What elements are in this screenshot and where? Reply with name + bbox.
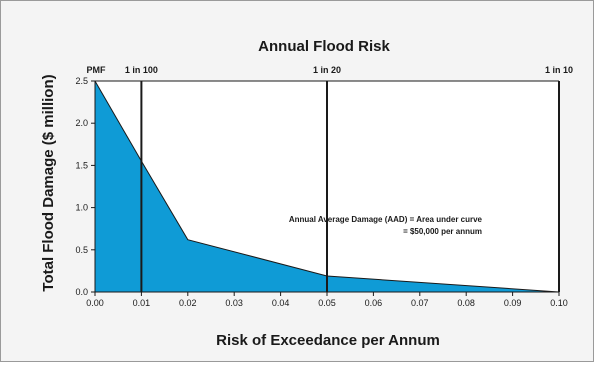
aad-annotation-line-1: Annual Average Damage (AAD) = Area under… [289,215,483,224]
reference-line-label: 1 in 100 [125,65,158,75]
x-tick-label: 0.09 [504,298,522,308]
x-tick-label: 0.08 [457,298,475,308]
y-tick-label: 2.0 [75,118,88,128]
chart-title: Annual Flood Risk [258,38,390,55]
x-tick-label: 0.03 [225,298,243,308]
y-axis-title: Total Flood Damage ($ million) [40,74,57,291]
x-tick-label: 0.04 [272,298,290,308]
flood-risk-chart: Annual Flood Risk Total Flood Damage ($ … [40,38,573,349]
y-tick-label: 0.5 [75,245,88,255]
y-tick-label: 0.0 [75,287,88,297]
aad-annotation-line-2: = $50,000 per annum [403,227,482,236]
y-tick-label: 1.5 [75,160,88,170]
reference-line-label: 1 in 10 [545,65,573,75]
x-tick-label: 0.06 [365,298,383,308]
y-tick-label: 2.5 [75,76,88,86]
x-tick-label: 0.00 [86,298,104,308]
x-tick-label: 0.02 [179,298,197,308]
damage-curve-line [94,80,560,293]
y-tick-label: 1.0 [75,203,88,213]
x-tick-label: 0.07 [411,298,429,308]
x-tick-label: 0.10 [550,298,568,308]
x-tick-label: 0.05 [318,298,336,308]
pmf-label: PMF [87,65,107,75]
reference-line-label: 1 in 20 [313,65,341,75]
x-tick-label: 0.01 [133,298,151,308]
x-axis-title: Risk of Exceedance per Annum [216,332,440,349]
